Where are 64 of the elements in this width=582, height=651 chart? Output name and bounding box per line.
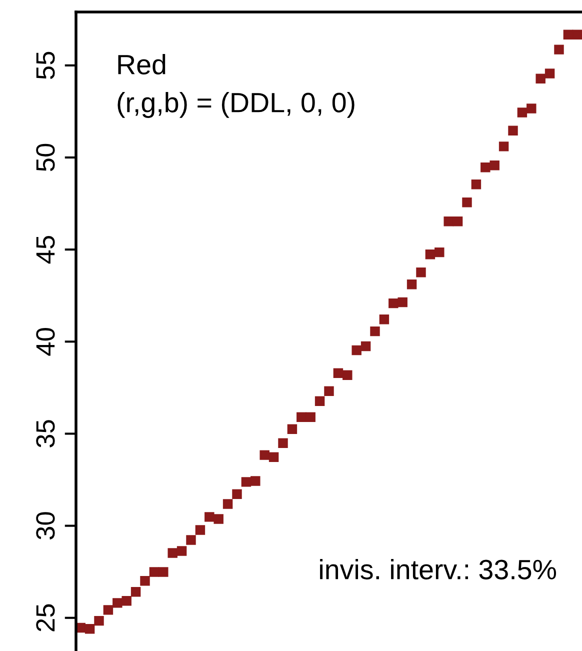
point [176,546,187,556]
point [490,160,500,170]
point [444,216,454,226]
point [214,514,224,524]
point [471,180,482,190]
point [352,345,362,356]
point [149,567,160,577]
point [103,605,114,615]
point [278,438,288,448]
point [168,548,178,558]
point [122,596,132,606]
text: (r,g,b) = (DDL, 0, 0) [118,92,354,118]
point [94,616,104,626]
point [186,535,196,545]
point [462,198,472,208]
y-tick-label: 35 [36,420,55,448]
point [536,74,546,84]
point [452,216,463,226]
point [425,249,436,260]
y-tick-label: 45 [36,236,55,264]
point [370,326,380,336]
point [232,489,242,499]
point [195,525,206,535]
point [434,247,444,258]
point [398,297,408,308]
point [314,396,325,406]
point [416,268,426,278]
point [324,386,334,396]
point [250,476,260,486]
point [333,368,344,378]
y-tick-label: 30 [36,512,55,540]
point [406,279,417,290]
point [563,30,574,40]
y-tick-label: 40 [36,328,55,356]
point [554,44,564,54]
point [296,412,306,422]
annotation: invis. interv.: 33.5% [320,559,556,580]
point [306,412,316,422]
y-tick-label: 25 [36,604,55,632]
point [360,341,371,352]
point [572,30,582,40]
point [508,126,518,136]
point [241,477,252,487]
point [544,68,555,78]
text: Red [118,54,166,74]
point [158,567,168,577]
point [388,298,398,308]
y-tick-label: 50 [36,144,55,172]
point [342,370,352,380]
point [379,314,390,324]
point [526,104,536,114]
point [268,452,279,462]
y-tick-label: 55 [36,52,55,80]
point [287,424,298,434]
point [498,142,509,152]
point [130,587,141,597]
point [480,162,490,172]
point [204,512,214,522]
point [517,108,528,118]
point [112,598,122,608]
point [260,450,270,460]
point [84,624,95,634]
point [222,499,233,509]
point [140,576,150,586]
